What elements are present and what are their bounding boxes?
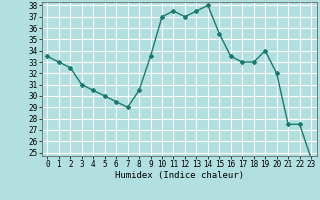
X-axis label: Humidex (Indice chaleur): Humidex (Indice chaleur): [115, 171, 244, 180]
